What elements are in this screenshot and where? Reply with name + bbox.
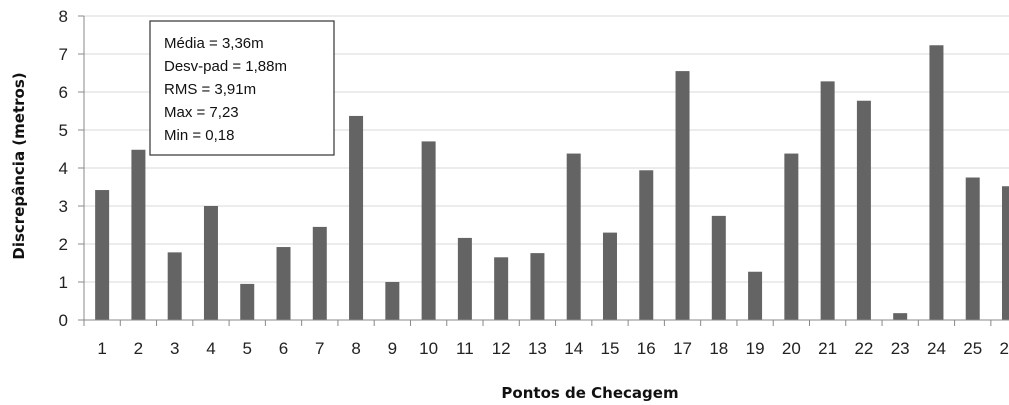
bar-17 xyxy=(675,71,690,320)
x-tick-label: 12 xyxy=(492,339,511,358)
bar-3 xyxy=(167,252,182,320)
x-tick-label: 15 xyxy=(601,339,620,358)
x-tick-label: 17 xyxy=(673,339,692,358)
bar-25 xyxy=(965,177,980,320)
bar-16 xyxy=(639,170,654,320)
x-tick-label: 10 xyxy=(419,339,438,358)
bar-11 xyxy=(457,237,472,320)
y-tick-label: 6 xyxy=(59,83,68,102)
bar-23 xyxy=(893,313,908,320)
y-tick-label: 1 xyxy=(59,273,68,292)
bar-12 xyxy=(494,257,509,320)
bar-9 xyxy=(385,282,400,320)
x-tick-label: 22 xyxy=(854,339,873,358)
stats-box: Média = 3,36m Desv-pad = 1,88m RMS = 3,9… xyxy=(149,20,335,156)
y-tick-label: 5 xyxy=(59,121,68,140)
bar-2 xyxy=(131,149,146,320)
x-tick-label: 8 xyxy=(351,339,360,358)
y-tick-label: 7 xyxy=(59,45,68,64)
bar-24 xyxy=(929,45,944,320)
y-tick-label: 8 xyxy=(59,7,68,26)
x-tick-label: 7 xyxy=(315,339,324,358)
y-tick-label: 0 xyxy=(59,311,68,330)
stat-max: Max = 7,23 xyxy=(164,104,239,121)
x-tick-label: 14 xyxy=(564,339,583,358)
y-tick-label: 4 xyxy=(59,159,68,178)
x-tick-label: 16 xyxy=(637,339,656,358)
bar-21 xyxy=(820,81,835,320)
axes xyxy=(78,15,1009,326)
bar-7 xyxy=(312,226,327,320)
x-tick-label: 23 xyxy=(891,339,910,358)
x-tick-label: 5 xyxy=(243,339,252,358)
y-axis-title: Discrepância (metros) xyxy=(10,72,28,259)
y-tick-label: 3 xyxy=(59,197,68,216)
bar-19 xyxy=(748,271,763,320)
bar-13 xyxy=(530,253,545,320)
x-tick-label: 13 xyxy=(528,339,547,358)
bar-26 xyxy=(1002,186,1009,320)
x-tick-label: 1 xyxy=(97,339,106,358)
stat-mean: Média = 3,36m xyxy=(164,35,264,52)
bar-22 xyxy=(856,100,871,321)
x-tick-label: 18 xyxy=(709,339,728,358)
bar-15 xyxy=(602,232,617,320)
x-tick-label: 19 xyxy=(746,339,765,358)
x-tick-label: 26 xyxy=(1000,339,1009,358)
y-tick-label: 2 xyxy=(59,235,68,254)
stat-std-dev: Desv-pad = 1,88m xyxy=(164,58,287,75)
bar-10 xyxy=(421,141,436,320)
x-tick-label: 11 xyxy=(456,339,474,358)
x-tick-label: 2 xyxy=(134,339,143,358)
bar-8 xyxy=(349,115,364,320)
x-tick-label: 4 xyxy=(206,339,215,358)
bar-14 xyxy=(566,153,581,320)
bar-6 xyxy=(276,247,291,320)
stats-box-frame xyxy=(149,20,335,156)
x-tick-label: 3 xyxy=(170,339,179,358)
x-tick-label: 24 xyxy=(927,339,946,358)
x-axis-title: Pontos de Checagem xyxy=(501,384,678,402)
bar-4 xyxy=(203,206,218,320)
bar-20 xyxy=(784,153,799,320)
x-tick-label: 25 xyxy=(963,339,982,358)
bars xyxy=(95,45,1009,321)
bar-1 xyxy=(95,190,110,320)
x-tick-label: 21 xyxy=(818,339,837,358)
stat-rms: RMS = 3,91m xyxy=(164,81,256,98)
x-tick-label: 6 xyxy=(279,339,288,358)
x-tick-label: 20 xyxy=(782,339,801,358)
bar-5 xyxy=(240,283,255,320)
x-tick-label: 9 xyxy=(388,339,397,358)
bar-18 xyxy=(711,215,726,320)
stat-min: Min = 0,18 xyxy=(164,127,234,144)
